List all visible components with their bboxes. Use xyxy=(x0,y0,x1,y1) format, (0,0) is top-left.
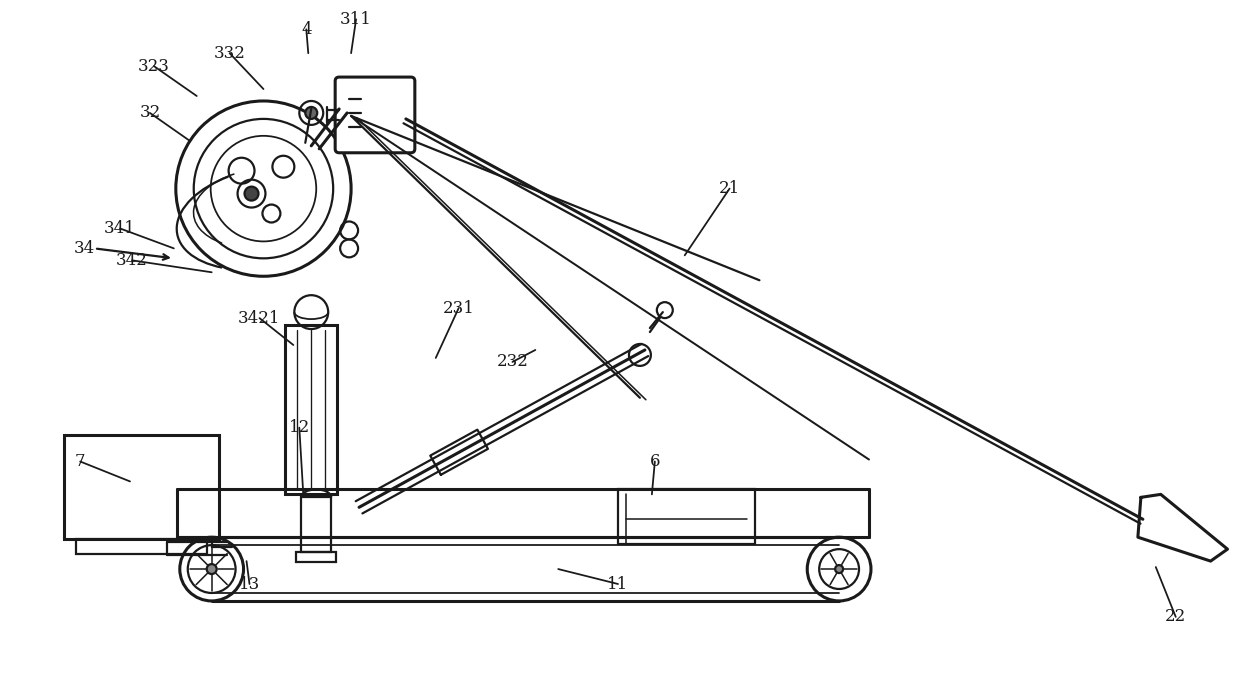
Text: 22: 22 xyxy=(1166,608,1187,625)
FancyBboxPatch shape xyxy=(335,77,415,153)
Circle shape xyxy=(305,107,317,119)
Text: 7: 7 xyxy=(74,453,86,470)
Text: 311: 311 xyxy=(340,11,372,28)
Bar xyxy=(301,497,331,552)
Bar xyxy=(64,434,218,539)
Text: 342: 342 xyxy=(117,252,148,269)
Text: 341: 341 xyxy=(104,220,136,237)
Text: 12: 12 xyxy=(289,419,310,436)
Text: 4: 4 xyxy=(301,21,311,37)
Circle shape xyxy=(244,187,258,201)
Circle shape xyxy=(835,565,843,573)
Text: 34: 34 xyxy=(73,240,94,257)
Bar xyxy=(285,325,337,494)
Bar xyxy=(296,552,336,562)
Text: 332: 332 xyxy=(213,45,246,62)
Text: 231: 231 xyxy=(443,300,475,317)
Text: 11: 11 xyxy=(608,575,629,592)
Bar xyxy=(618,490,755,544)
Text: 6: 6 xyxy=(650,453,660,470)
Text: 232: 232 xyxy=(496,353,528,370)
Bar xyxy=(76,539,207,554)
Text: 21: 21 xyxy=(719,180,740,197)
Text: 323: 323 xyxy=(138,58,170,75)
Circle shape xyxy=(207,564,217,574)
Text: 32: 32 xyxy=(139,104,160,121)
Text: 3421: 3421 xyxy=(238,310,280,327)
Text: 13: 13 xyxy=(239,575,260,592)
